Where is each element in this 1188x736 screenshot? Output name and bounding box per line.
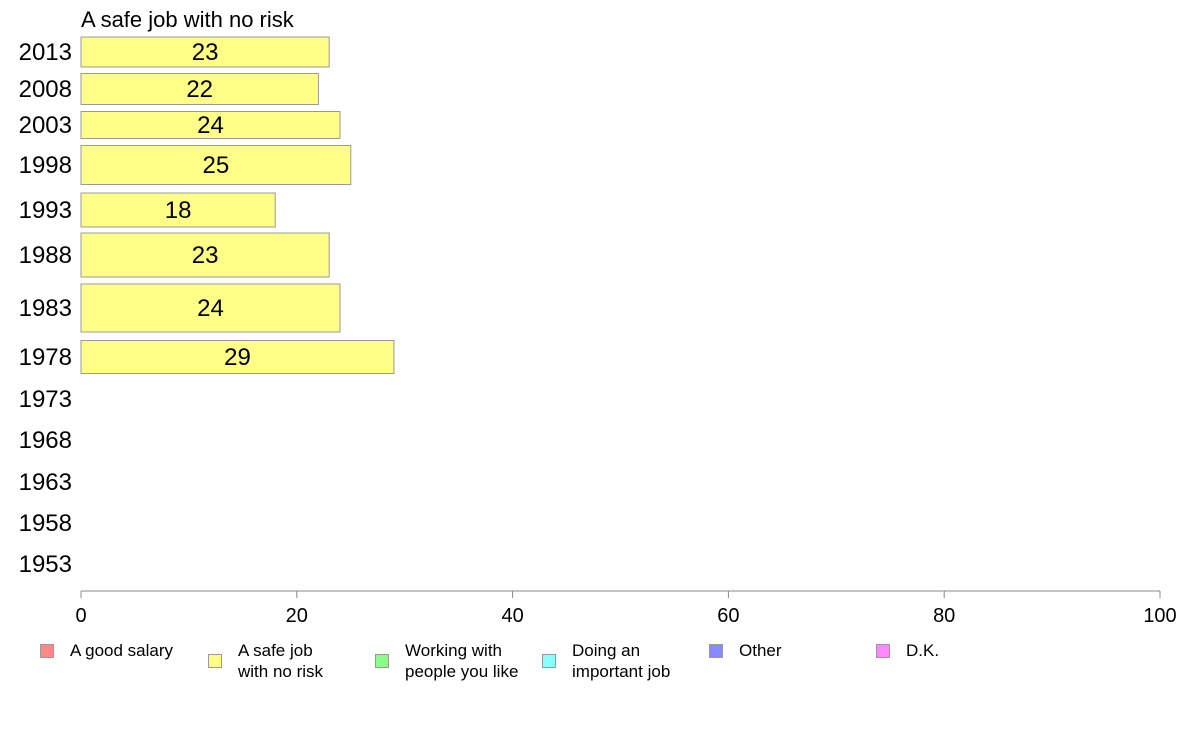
legend-item-dk: D.K. — [876, 640, 939, 661]
bar — [80, 111, 341, 139]
y-tick-label: 2013 — [19, 39, 72, 66]
legend-item-important-job: Doing an important job — [542, 640, 670, 682]
bar-value-label: 22 — [186, 76, 213, 103]
legend-item-safe-job: A safe job with no risk — [208, 640, 323, 682]
y-tick-label: 2003 — [19, 112, 72, 139]
y-tick-label: 1978 — [19, 344, 72, 371]
x-tick-label: 0 — [75, 605, 86, 627]
y-tick-label: 2008 — [19, 76, 72, 103]
y-tick-label: 1993 — [19, 197, 72, 224]
x-axis: 0 20 40 60 80 100 — [75, 590, 1177, 627]
bar-value-label: 29 — [224, 344, 251, 371]
bar-value-label: 23 — [192, 39, 219, 66]
bar — [80, 192, 276, 228]
chart-title: A safe job with no risk — [81, 7, 295, 32]
x-tick-label: 60 — [717, 605, 739, 627]
bar-value-label: 18 — [165, 197, 192, 224]
legend-label: Other — [739, 641, 782, 660]
x-tick-label: 40 — [501, 605, 523, 627]
y-axis-labels: 2013 2008 2003 1998 1993 1988 1983 1978 1973 1968… — [19, 39, 72, 578]
bar — [80, 340, 395, 374]
legend-swatch — [40, 643, 54, 658]
x-tick-label: 100 — [1143, 605, 1176, 627]
legend-item-good-salary: A good salary — [40, 640, 173, 661]
bar — [80, 36, 330, 68]
bar — [80, 283, 341, 333]
x-tick-label: 80 — [933, 605, 955, 627]
legend-label: A safe job with no risk — [238, 641, 324, 681]
legend-swatch — [542, 654, 556, 668]
y-tick-label: 1973 — [19, 386, 72, 413]
bar — [80, 145, 352, 185]
legend-item-working-with-people: Working with people you like — [375, 640, 518, 682]
bar — [80, 232, 330, 278]
bar-value-label: 23 — [192, 242, 219, 269]
legend-label: Doing an important job — [572, 641, 671, 681]
legend-label: Working with people you like — [405, 641, 519, 681]
legend: A good salary A safe job with no risk Wo… — [40, 640, 1140, 690]
bar — [80, 73, 319, 105]
bar-value-label: 25 — [203, 152, 230, 179]
legend-label: A good salary — [70, 641, 174, 660]
x-tick-label: 20 — [286, 605, 308, 627]
legend-swatch — [375, 654, 389, 668]
y-tick-label: 1968 — [19, 427, 72, 454]
y-tick-label: 1983 — [19, 295, 72, 322]
y-tick-label: 1963 — [19, 469, 72, 496]
legend-item-other: Other — [709, 640, 782, 661]
y-tick-label: 1958 — [19, 510, 72, 537]
y-tick-label: 1988 — [19, 242, 72, 269]
legend-swatch — [709, 643, 723, 658]
bar-value-label: 24 — [197, 112, 224, 139]
y-tick-label: 1953 — [19, 551, 72, 578]
legend-swatch — [208, 654, 222, 668]
y-tick-label: 1998 — [19, 152, 72, 179]
legend-swatch — [876, 643, 890, 658]
bar-value-label: 24 — [197, 295, 224, 322]
legend-label: D.K. — [906, 641, 940, 660]
